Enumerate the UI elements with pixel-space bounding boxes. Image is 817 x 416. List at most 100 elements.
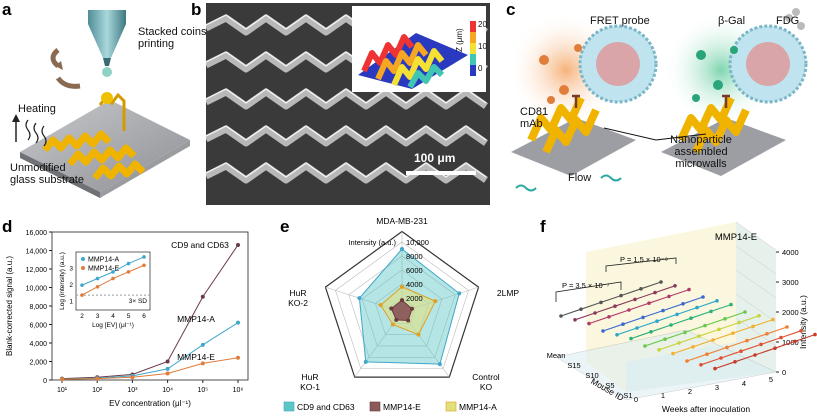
radar-axis-label: MDA-MB-231 <box>376 216 428 226</box>
y-tick-label: 2,000 <box>29 360 47 367</box>
trace-point <box>673 284 677 288</box>
series-label: MMP14-A <box>177 314 215 324</box>
trace-point <box>649 330 653 334</box>
radar-axis-title: Intensity (a.u.) <box>348 238 396 247</box>
inset-y-tick: 1 <box>69 299 73 306</box>
trace-point <box>779 335 783 340</box>
data-point <box>200 294 205 299</box>
trace-line <box>714 334 816 370</box>
radar-point <box>394 317 399 322</box>
radar-point <box>363 359 368 364</box>
trace-point <box>601 329 605 333</box>
inset-legend-label: MMP14-A <box>88 257 119 264</box>
p-value-1: P = 3.5 × 10⁻⁷ <box>562 281 610 290</box>
x-tick-label: 0 <box>634 395 638 404</box>
series-line-0 <box>61 244 239 380</box>
inset-y-label: Log (intensity) (a.u.) <box>59 252 66 310</box>
y-tick-label: 4000 <box>782 248 799 257</box>
inset-x-tick: 6 <box>142 313 146 320</box>
panel-a-letter: a <box>2 0 12 19</box>
trace-point <box>719 356 723 360</box>
trace-point <box>661 308 665 313</box>
trace-point <box>733 360 737 364</box>
inset-point <box>111 276 115 281</box>
panel-f-letter: f <box>540 217 546 236</box>
series-label: CD9 and CD63 <box>171 240 229 250</box>
trace-line <box>686 326 788 362</box>
inset-point <box>95 285 100 289</box>
p-value-2: P = 1.5 × 10⁻⁸ <box>620 255 668 264</box>
radar-axis-label: KO-1 <box>300 382 320 392</box>
np-line3: microwalls <box>675 158 727 170</box>
x-tick-label: 10⁵ <box>197 387 208 394</box>
microwalls-label: Nanoparticle assembled microwalls <box>660 134 742 170</box>
nozzle-label-line2: printing <box>138 38 175 50</box>
data-point <box>60 377 64 382</box>
grid-line <box>735 221 777 251</box>
x-tick-label: 10⁶ <box>233 387 244 394</box>
inset-point <box>80 283 84 287</box>
z-tick-label: Mean <box>547 351 566 360</box>
y-axis-label: Blank-corrected signal (a.u.) <box>5 256 14 356</box>
trace-line <box>574 285 676 321</box>
radar-point <box>433 299 438 304</box>
trace-point <box>737 320 741 325</box>
beta-gal-label: β-Gal <box>718 15 746 27</box>
trace-point <box>699 363 703 367</box>
trace-line <box>700 330 802 366</box>
y-tick-label: 16,000 <box>26 230 48 237</box>
z-tick-label: S1 <box>623 391 632 400</box>
trace-point <box>813 332 817 337</box>
trace-point <box>753 353 757 357</box>
trace-point <box>627 308 631 312</box>
trace-point <box>659 280 663 284</box>
fret-probe-label: FRET probe <box>590 15 650 27</box>
radar-outer <box>324 230 480 378</box>
inset-x-tick: 4 <box>111 313 115 320</box>
trace-point <box>743 310 747 314</box>
trace-point <box>657 348 661 352</box>
trace-point <box>579 307 583 311</box>
trace-point <box>705 352 709 356</box>
radar-point <box>378 303 383 308</box>
trace-line <box>602 296 704 332</box>
x-tick-label: 5 <box>769 375 773 384</box>
trace-point <box>717 327 721 332</box>
vesicle-right <box>728 24 808 104</box>
inset-legend-marker <box>81 257 85 261</box>
radar-tick-label: 10,000 <box>406 238 429 247</box>
y-tick-label: 10,000 <box>26 286 48 293</box>
y-tick-label: 0 <box>782 368 786 377</box>
panel-c-letter: c <box>506 0 516 19</box>
trace-point <box>647 301 651 305</box>
radar-series-1 <box>390 299 413 322</box>
inset-point <box>142 255 146 259</box>
trace-point <box>771 317 775 322</box>
colorbar-title: Z (μm) <box>455 28 464 52</box>
x-tick-label: 4 <box>742 379 746 388</box>
grid-line <box>735 293 777 323</box>
radar-point <box>416 332 421 337</box>
trace-point <box>729 302 733 307</box>
trace-point <box>713 366 717 371</box>
trace-point <box>621 322 625 326</box>
data-point <box>130 375 135 380</box>
inset-point <box>126 270 131 274</box>
z-tick-label: S10 <box>585 371 598 380</box>
inset-threshold-label: 3× SD <box>129 298 148 305</box>
trace-point <box>671 351 675 356</box>
trace-point <box>689 316 693 320</box>
vesicle-left <box>578 24 658 104</box>
np-line2: assembled <box>674 146 728 158</box>
trace-point <box>785 325 789 329</box>
colorbar-tick-0: 0 <box>478 64 483 73</box>
trace-point <box>701 295 705 299</box>
trace-point <box>641 315 645 320</box>
np-line1: Nanoparticle <box>670 134 732 146</box>
y-tick-label: 3000 <box>782 278 799 287</box>
substrate-label: Unmodified glass substrate <box>10 162 84 186</box>
radar-point <box>409 306 414 311</box>
trace-point <box>793 339 797 344</box>
nozzle-label-line1: Stacked coins <box>138 26 207 38</box>
